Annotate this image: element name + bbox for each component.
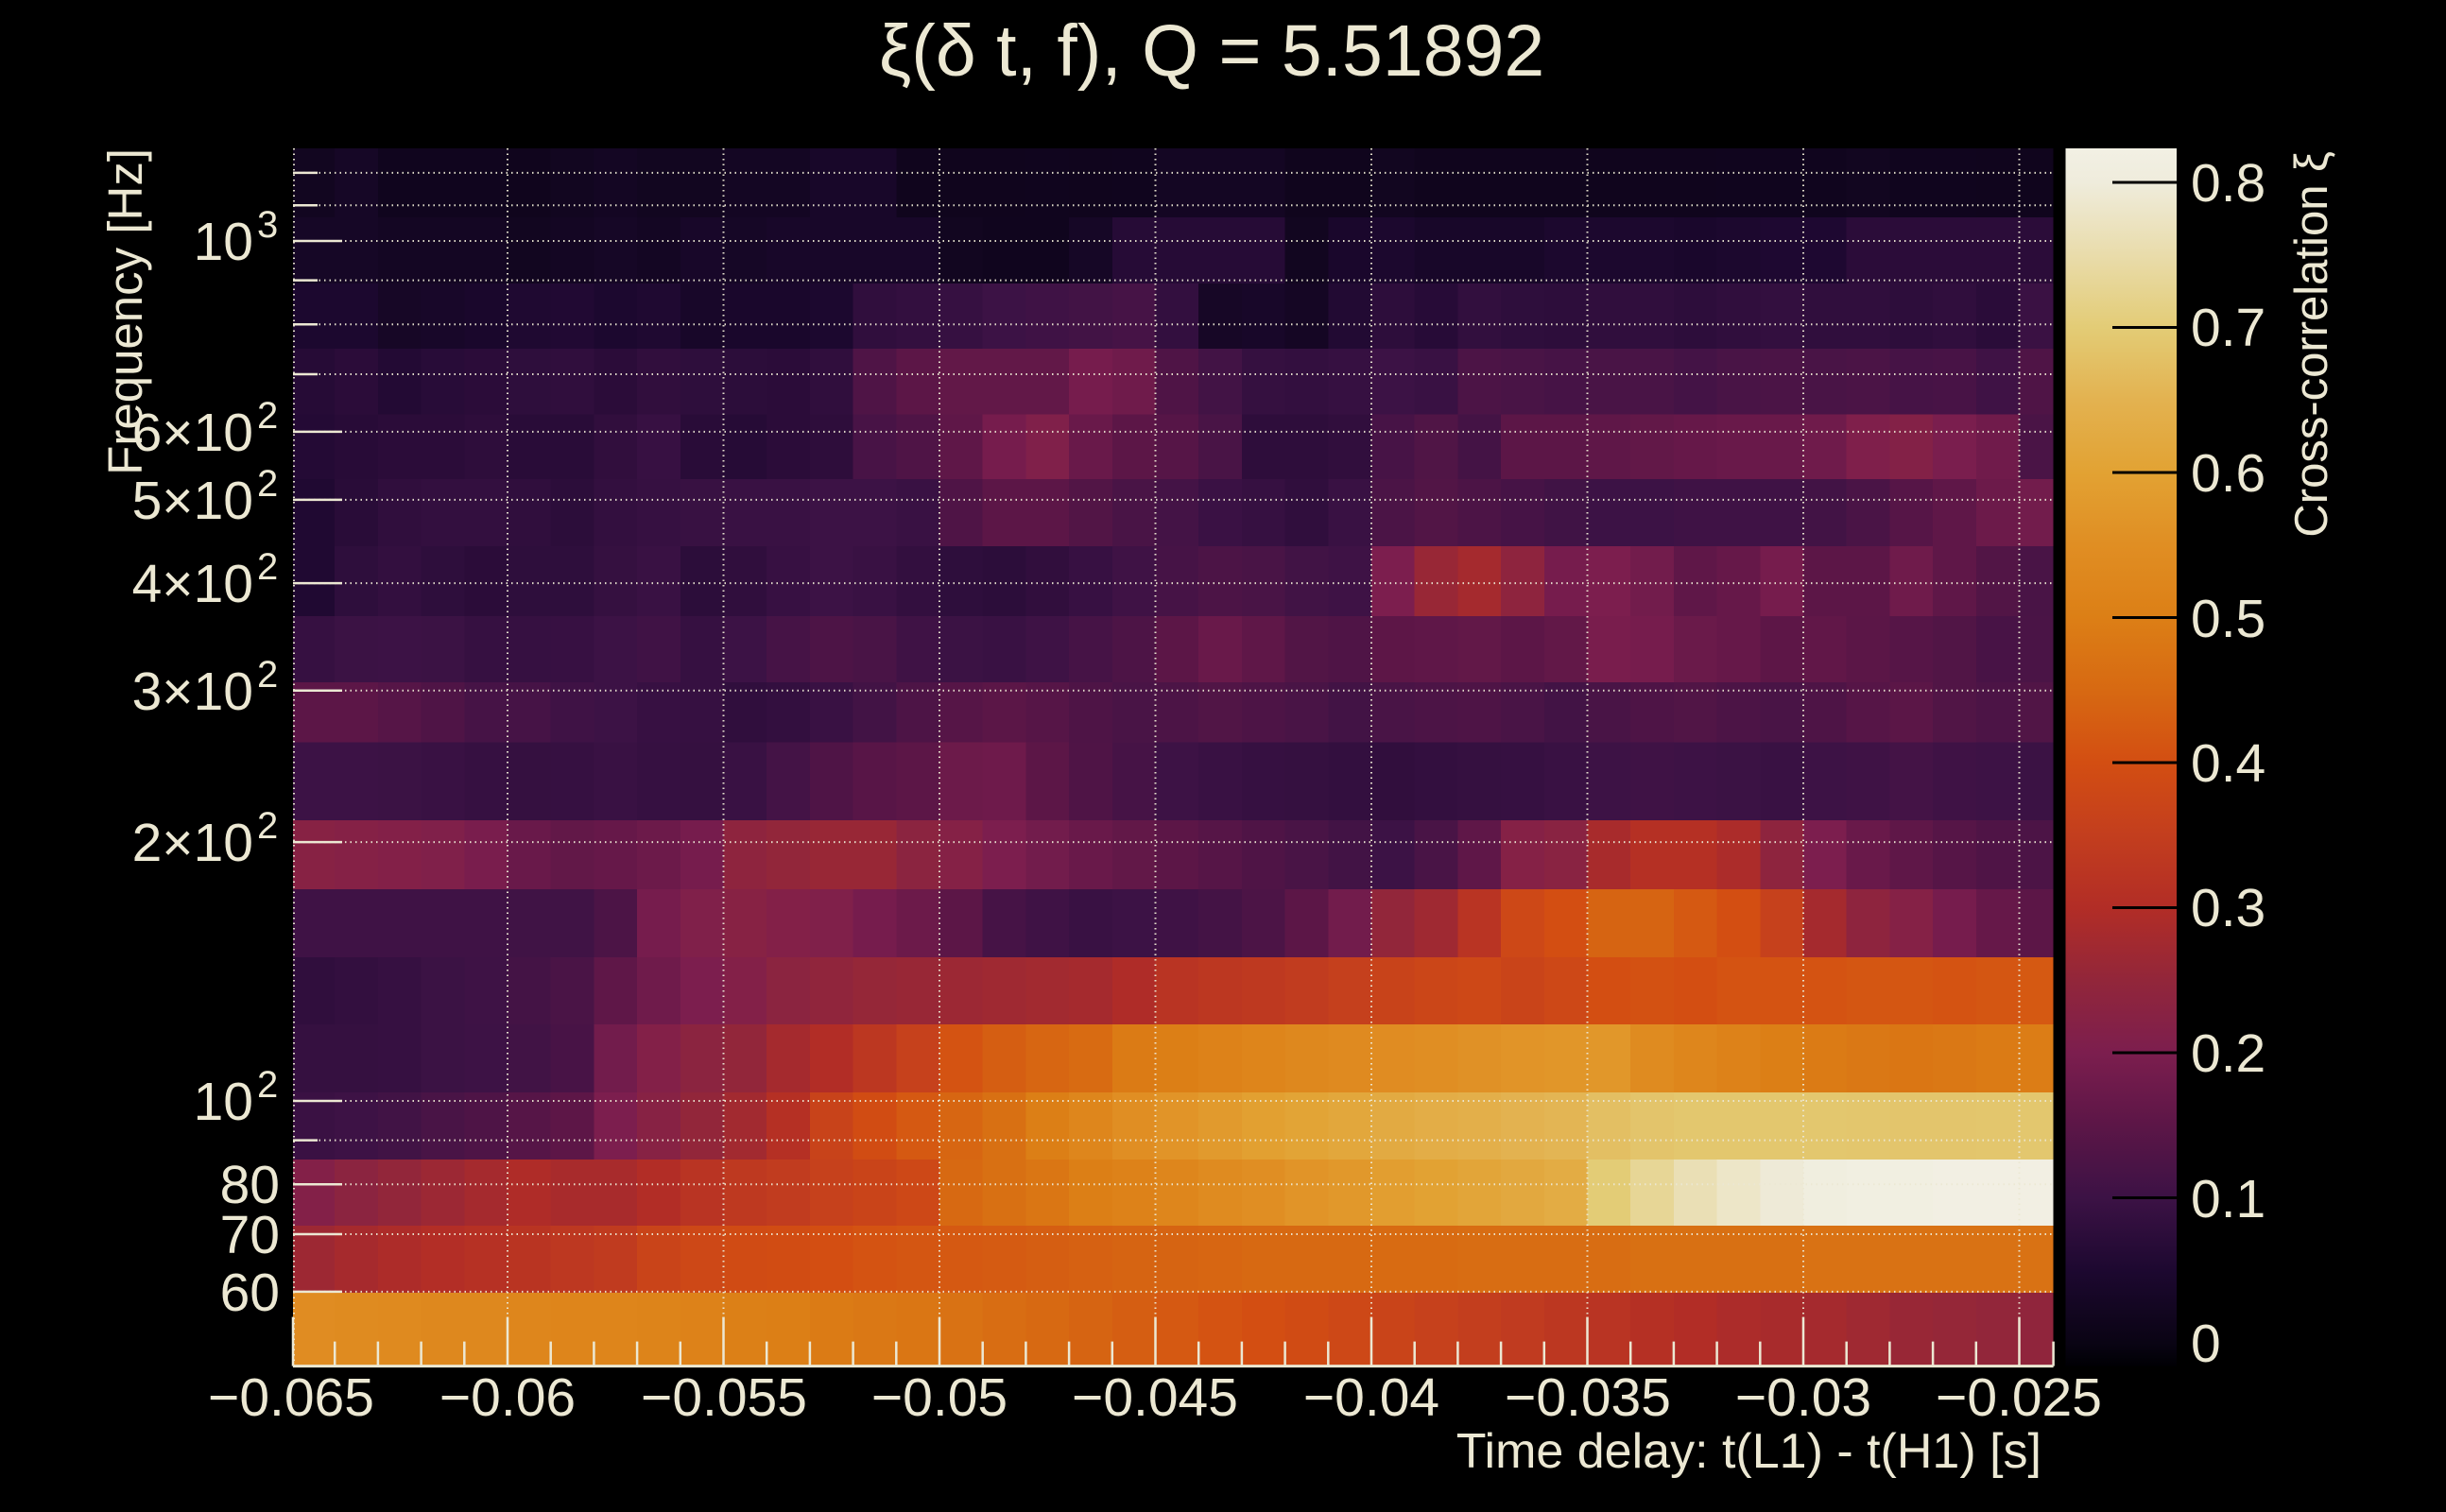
- svg-text:−0.04: −0.04: [1303, 1367, 1439, 1428]
- svg-text:2: 2: [257, 546, 278, 588]
- svg-text:80: 80: [220, 1155, 280, 1215]
- svg-text:−0.045: −0.045: [1072, 1367, 1238, 1428]
- svg-text:−0.035: −0.035: [1505, 1367, 1671, 1428]
- svg-text:2: 2: [257, 463, 278, 505]
- svg-text:5×10: 5×10: [132, 471, 253, 531]
- svg-text:10: 10: [194, 212, 253, 272]
- svg-text:ξ(δ t, f), Q = 5.51892: ξ(δ t, f), Q = 5.51892: [879, 10, 1544, 92]
- svg-text:0.3: 0.3: [2191, 878, 2265, 938]
- svg-text:70: 70: [220, 1205, 280, 1265]
- svg-text:10: 10: [194, 1072, 253, 1132]
- svg-text:−0.06: −0.06: [439, 1367, 576, 1428]
- svg-text:−0.065: −0.065: [208, 1367, 374, 1428]
- svg-text:−0.055: −0.055: [641, 1367, 807, 1428]
- svg-text:6×10: 6×10: [132, 403, 253, 463]
- svg-text:0: 0: [2191, 1314, 2221, 1374]
- svg-text:2: 2: [257, 654, 278, 696]
- svg-text:2: 2: [257, 805, 278, 847]
- svg-text:−0.03: −0.03: [1735, 1367, 1871, 1428]
- svg-text:3×10: 3×10: [132, 662, 253, 722]
- svg-text:2: 2: [257, 395, 278, 437]
- svg-text:2×10: 2×10: [132, 813, 253, 873]
- svg-text:0.5: 0.5: [2191, 589, 2265, 649]
- svg-text:4×10: 4×10: [132, 554, 253, 614]
- svg-text:0.4: 0.4: [2191, 733, 2265, 794]
- svg-text:−0.05: −0.05: [871, 1367, 1008, 1428]
- svg-text:0.2: 0.2: [2191, 1023, 2265, 1084]
- svg-text:Time delay: t(L1) - t(H1) [s]: Time delay: t(L1) - t(H1) [s]: [1456, 1424, 2041, 1479]
- svg-text:0.1: 0.1: [2191, 1169, 2265, 1229]
- svg-text:0.7: 0.7: [2191, 298, 2265, 358]
- svg-text:Frequency [Hz]: Frequency [Hz]: [98, 148, 152, 475]
- svg-text:0.6: 0.6: [2191, 443, 2265, 504]
- svg-text:Cross-correlation ξ: Cross-correlation ξ: [2286, 151, 2337, 538]
- svg-text:2: 2: [257, 1064, 278, 1106]
- svg-text:0.8: 0.8: [2191, 153, 2265, 214]
- svg-text:−0.025: −0.025: [1936, 1367, 2102, 1428]
- svg-text:3: 3: [257, 204, 278, 246]
- svg-text:60: 60: [220, 1263, 280, 1323]
